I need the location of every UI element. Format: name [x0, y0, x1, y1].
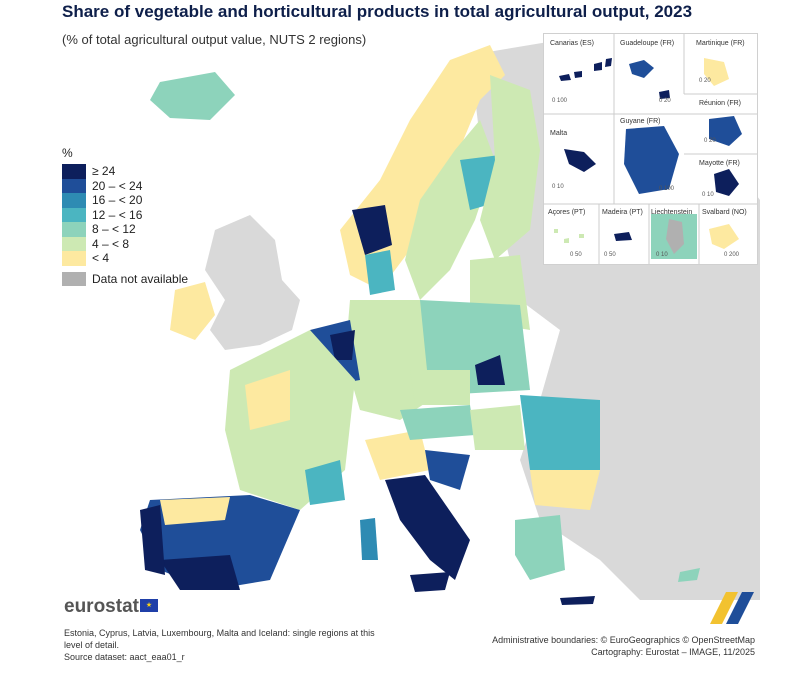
inset-label: Canarias (ES): [550, 40, 594, 47]
inset-scale: 0 20: [704, 138, 716, 144]
portugal: [140, 505, 165, 575]
legend-swatch: [62, 251, 86, 266]
legend: % ≥ 24 20 – < 24 16 – < 20 12 – < 16 8 –…: [62, 146, 188, 286]
credits-line: Administrative boundaries: © EuroGeograp…: [492, 635, 755, 645]
legend-item: < 4: [62, 251, 188, 266]
source-line: Source dataset: aact_eaa01_r: [64, 652, 185, 662]
legend-swatch: [62, 271, 86, 286]
inset-label: Açores (PT): [548, 209, 586, 216]
inset-scale: 0 20: [699, 78, 711, 84]
netherlands: [330, 330, 355, 360]
legend-swatch: [62, 193, 86, 208]
croatia: [425, 450, 470, 490]
legend-label: Data not available: [92, 271, 189, 286]
inset-scale: 0 10: [702, 192, 714, 198]
norway-south: [352, 205, 392, 255]
finland: [480, 75, 540, 260]
inset-label: Réunion (FR): [699, 100, 742, 107]
legend-swatch: [62, 164, 86, 179]
czechia: [410, 370, 470, 405]
germany: [345, 300, 430, 420]
legend-item: ≥ 24: [62, 164, 188, 179]
inset-label: Mayotte (FR): [699, 160, 740, 167]
romania: [520, 395, 600, 470]
italy: [385, 475, 470, 580]
inset-label: Martinique (FR): [696, 40, 745, 47]
footnote-line: Estonia, Cyprus, Latvia, Luxembourg, Mal…: [64, 628, 375, 650]
inset-label: Guyane (FR): [620, 118, 661, 125]
iceland: [150, 72, 235, 120]
ireland: [170, 282, 215, 340]
legend-item-not-available: Data not available: [62, 271, 189, 286]
eu-flag-icon: ★: [140, 599, 158, 612]
legend-swatch: [62, 207, 86, 222]
spain-south: [160, 555, 240, 590]
legend-label: ≥ 24: [92, 164, 116, 179]
map-subtitle: (% of total agricultural output value, N…: [62, 32, 367, 47]
credits: Administrative boundaries: © EuroGeograp…: [492, 634, 755, 658]
legend-item: 4 – < 8: [62, 236, 188, 251]
brand-stripes-icon: [710, 592, 754, 624]
legend-label: 16 – < 20: [92, 193, 143, 208]
legend-item: 8 – < 12: [62, 222, 188, 237]
footnote: Estonia, Cyprus, Latvia, Luxembourg, Mal…: [64, 627, 384, 663]
inset-scale: 0 50: [570, 252, 582, 258]
map-title: Share of vegetable and horticultural pro…: [62, 2, 693, 21]
spain-north: [160, 497, 230, 525]
greece: [515, 515, 565, 580]
crete: [560, 596, 595, 605]
inset-label: Madeira (PT): [602, 209, 643, 216]
france-se: [305, 460, 345, 505]
inset-scale: 0 10: [552, 184, 564, 190]
uk-landmass: [205, 215, 300, 350]
credits-line: Cartography: Eurostat – IMAGE, 11/2025: [591, 647, 755, 657]
bulgaria: [530, 470, 600, 510]
inset-scale: 0 50: [604, 252, 616, 258]
legend-label: 20 – < 24: [92, 178, 143, 193]
inset-maps: [544, 34, 757, 264]
inset-scale: 0 200: [724, 252, 740, 258]
inset-scale: 0 100: [659, 186, 675, 192]
hungary: [470, 405, 525, 450]
legend-label: 12 – < 16: [92, 207, 143, 222]
legend-label: < 4: [92, 251, 110, 266]
sardinia: [360, 518, 378, 560]
inset-label: Malta: [550, 130, 568, 137]
denmark: [365, 250, 395, 295]
legend-item: 16 – < 20: [62, 193, 188, 208]
austria: [400, 405, 475, 440]
inset-label: Svalbard (NO): [702, 209, 747, 216]
eurostat-logo: eurostat: [64, 596, 139, 617]
inset-panel: Canarias (ES) 0 100 Guadeloupe (FR) 0 20…: [543, 33, 758, 265]
legend-label: 8 – < 12: [92, 222, 136, 237]
legend-swatch: [62, 178, 86, 193]
cyprus: [678, 568, 700, 582]
legend-unit: %: [62, 146, 73, 160]
inset-scale: 0 100: [552, 98, 568, 104]
inset-label: Guadeloupe (FR): [620, 40, 675, 47]
legend-label: 4 – < 8: [92, 236, 130, 251]
france-nw: [245, 370, 290, 430]
inset-scale: 0 10: [656, 252, 668, 258]
inset-scale: 0 20: [659, 98, 671, 104]
legend-item: 12 – < 16: [62, 207, 188, 222]
italy-north: [365, 430, 430, 480]
sicily: [410, 572, 450, 592]
legend-item: 20 – < 24: [62, 178, 188, 193]
legend-swatch: [62, 236, 86, 251]
legend-swatch: [62, 222, 86, 237]
poland-region: [475, 355, 505, 385]
inset-label: Liechtenstein: [651, 209, 693, 216]
